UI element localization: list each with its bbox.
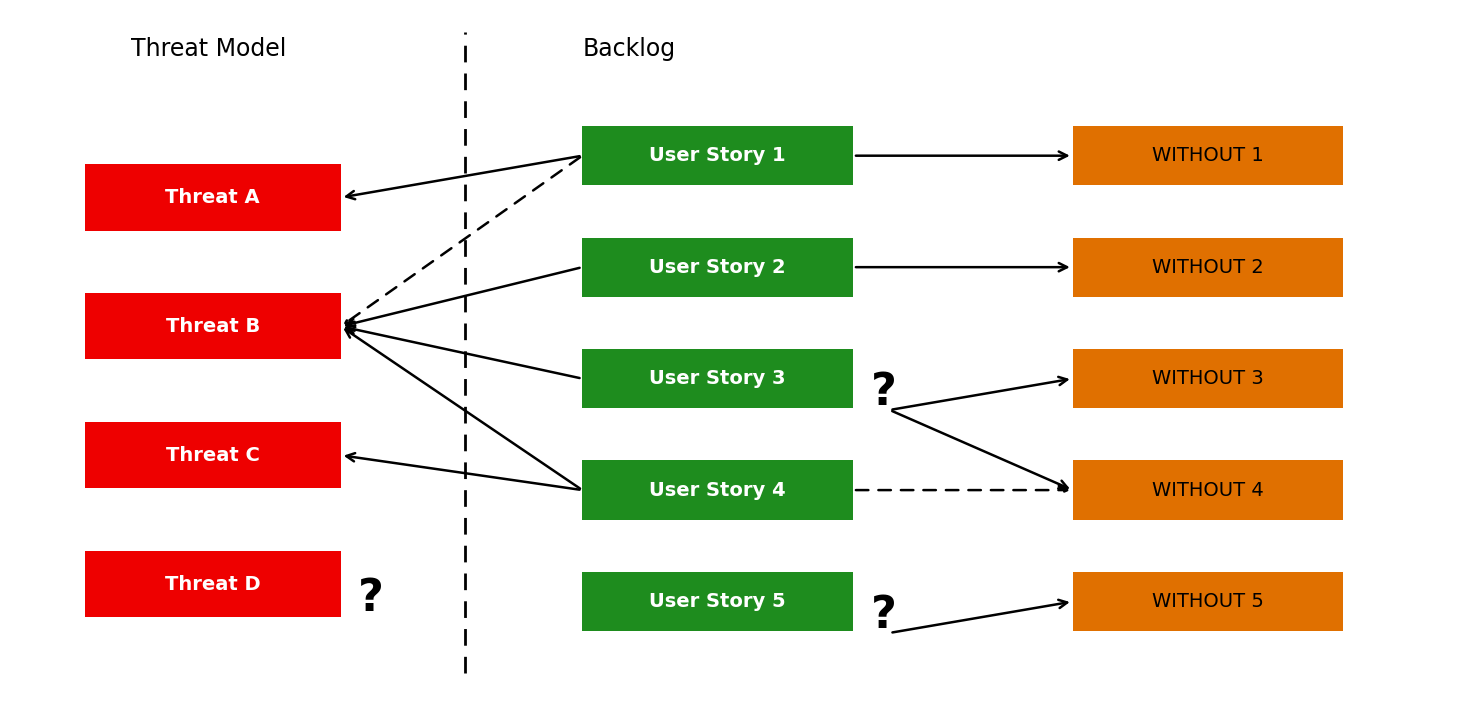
Text: ?: ? [870, 594, 896, 637]
Text: Threat Model: Threat Model [131, 37, 287, 61]
FancyBboxPatch shape [85, 293, 342, 360]
FancyBboxPatch shape [583, 238, 854, 297]
Text: User Story 2: User Story 2 [649, 257, 786, 276]
Text: WITHOUT 5: WITHOUT 5 [1153, 592, 1264, 611]
Text: WITHOUT 1: WITHOUT 1 [1153, 146, 1264, 165]
Text: Threat C: Threat C [166, 446, 259, 465]
FancyBboxPatch shape [1073, 460, 1344, 520]
Text: User Story 5: User Story 5 [649, 592, 786, 611]
FancyBboxPatch shape [1073, 238, 1344, 297]
FancyBboxPatch shape [85, 551, 342, 618]
FancyBboxPatch shape [1073, 126, 1344, 185]
FancyBboxPatch shape [583, 460, 854, 520]
Text: User Story 4: User Story 4 [649, 481, 786, 500]
Text: Threat B: Threat B [166, 317, 261, 336]
FancyBboxPatch shape [583, 349, 854, 408]
Text: Threat A: Threat A [165, 188, 261, 207]
Text: User Story 1: User Story 1 [649, 146, 786, 165]
FancyBboxPatch shape [1073, 572, 1344, 631]
FancyBboxPatch shape [583, 126, 854, 185]
Text: WITHOUT 2: WITHOUT 2 [1153, 257, 1264, 276]
Text: User Story 3: User Story 3 [649, 369, 786, 388]
Text: WITHOUT 4: WITHOUT 4 [1153, 481, 1264, 500]
Text: ?: ? [358, 577, 384, 620]
Text: Threat D: Threat D [165, 575, 261, 594]
FancyBboxPatch shape [1073, 349, 1344, 408]
Text: ?: ? [870, 371, 896, 414]
FancyBboxPatch shape [583, 572, 854, 631]
Text: WITHOUT 3: WITHOUT 3 [1153, 369, 1264, 388]
FancyBboxPatch shape [85, 422, 342, 489]
FancyBboxPatch shape [85, 164, 342, 231]
Text: Backlog: Backlog [583, 37, 676, 61]
